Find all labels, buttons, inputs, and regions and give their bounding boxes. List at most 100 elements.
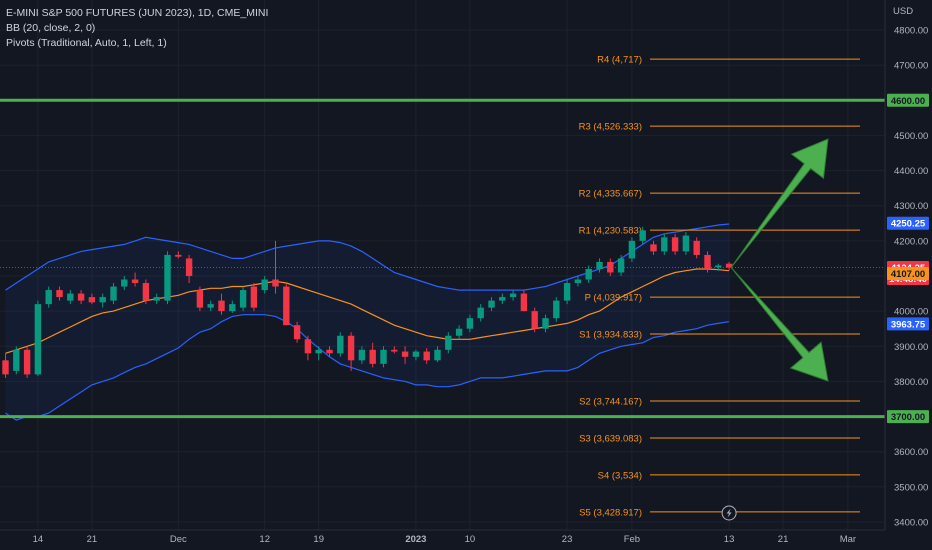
time-axis-tick: 2023: [405, 534, 426, 545]
bb-basis-line: [5, 268, 730, 354]
pivot-label: S3 (3,639.083): [579, 433, 642, 444]
candle-body: [131, 279, 139, 284]
candle-body: [434, 349, 441, 361]
price-tag-bg: [887, 267, 929, 281]
candle-body: [607, 261, 614, 273]
candle-body: [574, 279, 582, 284]
time-axis-tick: 19: [313, 534, 324, 545]
pivot-label: R2 (4,335.667): [579, 189, 642, 200]
candle-body: [239, 290, 247, 308]
price-axis-tick: 4500.00: [894, 131, 928, 142]
time-axis-tick: 21: [778, 534, 789, 545]
candle-body: [283, 286, 290, 326]
candle-body: [553, 300, 560, 319]
chart-legend: E-MINI S&P 500 FUTURES (JUN 2023), 1D, C…: [6, 6, 268, 51]
price-axis-tick: 4300.00: [894, 201, 928, 212]
level-price-tag: 4600.00: [891, 96, 925, 107]
candle-body: [455, 328, 463, 336]
candle-body: [715, 265, 722, 268]
candle-body: [671, 237, 679, 252]
candle-body: [563, 283, 571, 301]
price-axis-tick: 4200.00: [894, 236, 928, 247]
time-axis-tick: Mar: [840, 534, 856, 545]
bearish-projection-arrow[interactable]: [730, 267, 829, 382]
bb-indicator-label[interactable]: BB (20, close, 2, 0): [6, 22, 96, 34]
candle-body: [261, 279, 268, 291]
pivot-label: S2 (3,744.167): [579, 397, 642, 408]
price-axis-tick: 3900.00: [894, 342, 928, 353]
candle-body: [45, 290, 52, 305]
symbol-title[interactable]: E-MINI S&P 500 FUTURES (JUN 2023), 1D, C…: [6, 7, 269, 19]
candle-body: [639, 230, 646, 241]
candle-body: [153, 297, 160, 301]
candle-body: [693, 240, 700, 255]
price-axis-tick: 4800.00: [894, 26, 928, 37]
candle-body: [164, 254, 171, 301]
candle-body: [229, 304, 236, 312]
candle-body: [88, 297, 96, 303]
candle-body: [185, 258, 193, 276]
candle-body: [218, 300, 225, 312]
bullish-projection-arrow[interactable]: [730, 138, 829, 268]
price-tag-bg: [887, 317, 929, 331]
price-tag: 3963.75: [891, 319, 926, 330]
candle-body: [585, 268, 592, 280]
price-axis-currency: USD: [893, 6, 913, 17]
pivots-indicator-label[interactable]: Pivots (Traditional, Auto, 1, Left, 1): [6, 37, 167, 49]
candle-body: [337, 335, 344, 354]
candle-body: [358, 349, 366, 361]
pivot-label: R1 (4,230.583): [579, 226, 642, 237]
time-axis-tick: 23: [562, 534, 573, 545]
candle-body: [499, 297, 506, 301]
candle-body: [423, 351, 430, 361]
candle-body: [315, 349, 322, 354]
candle-body: [34, 304, 42, 375]
bb-lower-line: [5, 314, 730, 421]
candle-body: [326, 349, 333, 354]
price-axis-tick: 3500.00: [894, 482, 928, 493]
level-price-tag-bg: [887, 93, 929, 107]
time-axis-tick: 12: [259, 534, 270, 545]
candle-body: [412, 351, 420, 357]
time-axis-tick: 21: [87, 534, 98, 545]
time-axis-tick: 13: [724, 534, 735, 545]
candle-body: [67, 293, 74, 301]
level-price-tag: 3700.00: [891, 412, 925, 423]
candle-body: [509, 293, 517, 298]
candle-body: [2, 360, 9, 375]
pivot-label: P (4,039.917): [585, 293, 642, 304]
candle-body: [617, 258, 625, 273]
candle-body: [488, 300, 495, 308]
time-axis-tick: Dec: [170, 534, 187, 545]
price-axis-tick: 3600.00: [894, 447, 928, 458]
candle-body: [142, 283, 150, 301]
lightning-icon: [726, 508, 732, 518]
price-axis-tick: 3800.00: [894, 377, 928, 388]
time-axis-tick: Feb: [624, 534, 640, 545]
price-axis-tick: 4000.00: [894, 307, 928, 318]
price-axis-tick: 4700.00: [894, 61, 928, 72]
pivot-label: S5 (3,428.917): [579, 507, 642, 518]
pivot-label: S1 (3,934.833): [579, 330, 642, 341]
price-tag: 4250.25: [891, 219, 926, 230]
price-tag-bg: [887, 216, 929, 230]
candle-body: [56, 290, 63, 298]
candle-body: [391, 349, 398, 352]
candle-body: [531, 311, 538, 329]
candle-body: [520, 293, 528, 312]
candle-body: [445, 335, 452, 350]
candle-body: [661, 237, 668, 252]
candle-body: [369, 349, 376, 364]
candle-body: [347, 335, 355, 361]
candle-body: [272, 279, 279, 287]
time-axis-tick: 14: [33, 534, 44, 545]
pivot-label: R4 (4,717): [597, 55, 642, 66]
candle-body: [13, 349, 20, 371]
price-axis-tick: 3400.00: [894, 518, 928, 529]
candle-body: [380, 349, 387, 364]
candle-body: [650, 244, 657, 252]
pivot-label: S4 (3,534): [598, 470, 642, 481]
